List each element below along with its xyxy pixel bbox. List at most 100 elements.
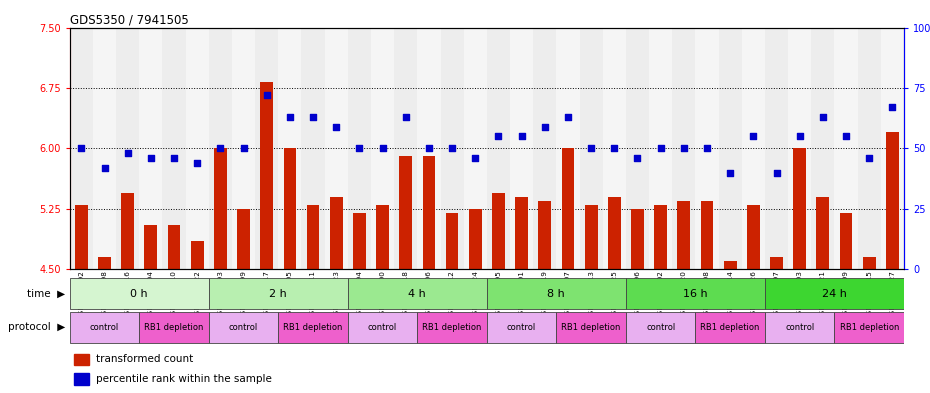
- Point: [213, 145, 228, 151]
- Bar: [75, 205, 87, 269]
- Bar: [208, 28, 232, 269]
- Bar: [140, 312, 208, 343]
- Bar: [469, 209, 482, 269]
- Text: RB1 depletion: RB1 depletion: [422, 323, 482, 332]
- Text: GDS5350 / 7941505: GDS5350 / 7941505: [70, 13, 189, 26]
- Bar: [167, 225, 180, 269]
- Bar: [724, 261, 737, 269]
- Bar: [608, 196, 620, 269]
- Text: control: control: [229, 323, 259, 332]
- Point: [283, 114, 298, 120]
- Point: [468, 155, 483, 161]
- Bar: [70, 278, 208, 309]
- Bar: [73, 373, 89, 385]
- Point: [816, 114, 830, 120]
- Bar: [672, 28, 696, 269]
- Bar: [348, 312, 418, 343]
- Bar: [371, 28, 394, 269]
- Point: [607, 145, 622, 151]
- Text: 24 h: 24 h: [822, 289, 847, 299]
- Point: [839, 133, 854, 140]
- Bar: [487, 278, 626, 309]
- Text: percentile rank within the sample: percentile rank within the sample: [97, 374, 272, 384]
- Bar: [445, 213, 458, 269]
- Bar: [696, 312, 764, 343]
- Text: control: control: [507, 323, 537, 332]
- Bar: [603, 28, 626, 269]
- Bar: [811, 28, 834, 269]
- Bar: [307, 205, 319, 269]
- Point: [421, 145, 436, 151]
- Bar: [422, 156, 435, 269]
- Point: [236, 145, 251, 151]
- Bar: [399, 156, 412, 269]
- Bar: [533, 28, 556, 269]
- Bar: [144, 225, 157, 269]
- Bar: [464, 28, 487, 269]
- Bar: [834, 312, 904, 343]
- Bar: [284, 148, 297, 269]
- Bar: [886, 132, 898, 269]
- Bar: [348, 28, 371, 269]
- Point: [630, 155, 644, 161]
- Bar: [770, 257, 783, 269]
- Bar: [260, 82, 273, 269]
- Point: [97, 165, 112, 171]
- Text: control: control: [368, 323, 397, 332]
- Point: [538, 123, 552, 130]
- Bar: [191, 241, 204, 269]
- Bar: [764, 312, 834, 343]
- Text: 4 h: 4 h: [408, 289, 426, 299]
- Point: [120, 150, 135, 156]
- Text: RB1 depletion: RB1 depletion: [700, 323, 760, 332]
- Bar: [116, 28, 140, 269]
- Bar: [764, 278, 904, 309]
- Point: [306, 114, 321, 120]
- Bar: [834, 28, 857, 269]
- Point: [352, 145, 366, 151]
- Bar: [418, 312, 486, 343]
- Bar: [99, 257, 111, 269]
- Point: [885, 104, 900, 110]
- Bar: [325, 28, 348, 269]
- Bar: [301, 28, 325, 269]
- Point: [514, 133, 529, 140]
- Text: 0 h: 0 h: [130, 289, 148, 299]
- Bar: [881, 28, 904, 269]
- Point: [746, 133, 761, 140]
- Text: 2 h: 2 h: [270, 289, 287, 299]
- Bar: [186, 28, 208, 269]
- Bar: [719, 28, 742, 269]
- Bar: [232, 28, 255, 269]
- Point: [584, 145, 599, 151]
- Text: 16 h: 16 h: [684, 289, 708, 299]
- Bar: [278, 312, 348, 343]
- Point: [769, 169, 784, 176]
- Bar: [556, 28, 579, 269]
- Bar: [817, 196, 830, 269]
- Bar: [556, 312, 626, 343]
- Bar: [70, 312, 140, 343]
- Point: [561, 114, 576, 120]
- Bar: [631, 209, 644, 269]
- Bar: [863, 257, 875, 269]
- Bar: [93, 28, 116, 269]
- Bar: [208, 312, 278, 343]
- Point: [190, 160, 205, 166]
- Bar: [73, 354, 89, 365]
- Point: [491, 133, 506, 140]
- Point: [723, 169, 737, 176]
- Text: RB1 depletion: RB1 depletion: [840, 323, 899, 332]
- Bar: [418, 28, 441, 269]
- Bar: [487, 312, 556, 343]
- Bar: [214, 148, 227, 269]
- Point: [699, 145, 714, 151]
- Text: control: control: [90, 323, 119, 332]
- Bar: [487, 28, 510, 269]
- Bar: [747, 205, 760, 269]
- Text: control: control: [785, 323, 815, 332]
- Point: [653, 145, 668, 151]
- Bar: [394, 28, 418, 269]
- Bar: [585, 205, 597, 269]
- Bar: [348, 278, 487, 309]
